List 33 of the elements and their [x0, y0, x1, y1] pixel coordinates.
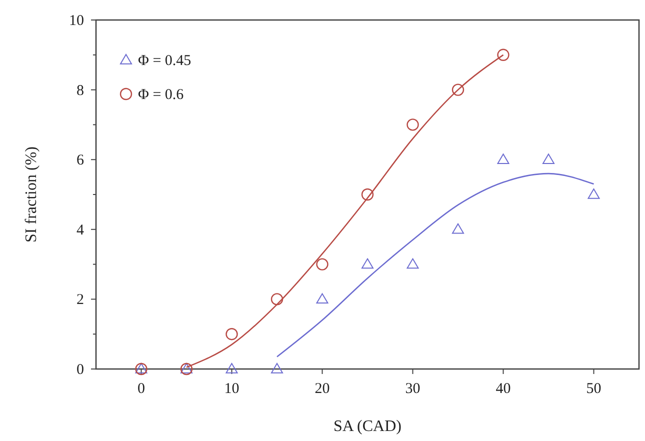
point	[452, 223, 464, 234]
legend-label: Φ = 0.45	[138, 53, 192, 69]
line-series	[276, 172, 594, 358]
point	[362, 258, 374, 269]
x-tick-label: 50	[586, 381, 602, 397]
y-tick-label: 0	[76, 362, 84, 378]
point	[271, 363, 283, 374]
x-tick-label: 30	[405, 381, 420, 397]
point	[452, 84, 464, 96]
point	[361, 188, 374, 201]
point	[406, 118, 419, 131]
point	[588, 188, 600, 199]
y-axis-title: SI fraction (%)	[23, 146, 40, 242]
y-tick-label: 4	[76, 222, 84, 238]
point	[226, 363, 238, 374]
x-tick-label: 20	[314, 381, 330, 397]
point	[316, 293, 328, 304]
point	[226, 328, 238, 340]
x-tick-label: 0	[138, 381, 145, 397]
point	[542, 154, 554, 164]
y-tick-label: 6	[76, 152, 84, 169]
point	[270, 293, 284, 306]
point	[497, 48, 510, 61]
y-tick-label: 2	[76, 292, 84, 308]
x-axis-title: SA (CAD)	[333, 418, 402, 435]
y-tick-label: 10	[69, 13, 84, 29]
legend-label: Φ = 0.6	[138, 87, 184, 103]
point	[316, 258, 328, 270]
x-tick-label: 10	[224, 381, 240, 397]
point	[406, 258, 419, 269]
y-tick-label: 8	[76, 82, 84, 99]
point	[497, 154, 510, 164]
x-tick-label: 40	[496, 381, 511, 397]
